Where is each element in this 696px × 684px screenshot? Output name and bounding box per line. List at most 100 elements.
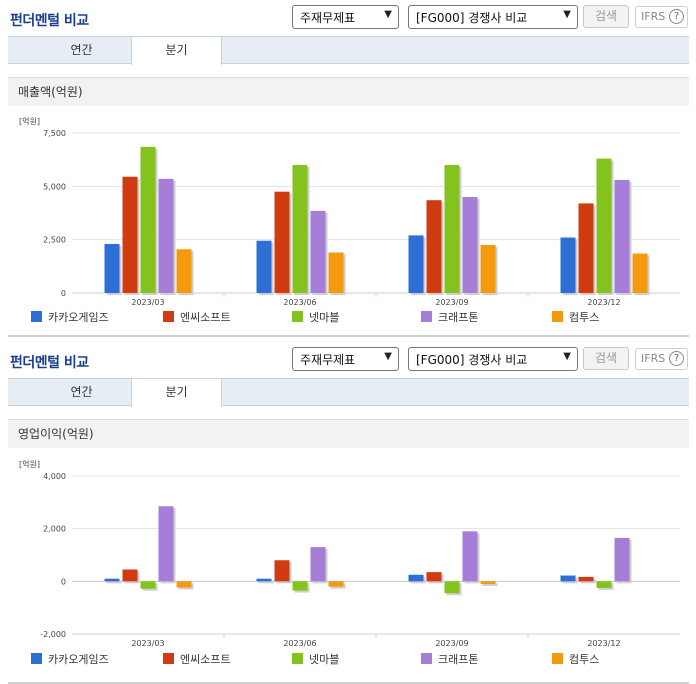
tab-annual[interactable]: 연간: [70, 385, 93, 399]
bar: [274, 560, 290, 582]
x-tick-label: 2023/06: [283, 298, 316, 307]
peer-group-select[interactable]: [FG000] 경쟁사 비교 ▼: [408, 5, 578, 29]
panel-title: 펀더멘털 비교: [10, 355, 89, 371]
chevron-down-icon: ▼: [563, 351, 571, 362]
legend-label: 컴투스: [569, 653, 599, 666]
chevron-down-icon: ▼: [563, 9, 571, 20]
bar: [614, 179, 630, 293]
chevron-down-icon: ▼: [384, 9, 392, 20]
period-tabs: 연간 분기: [8, 378, 689, 407]
statement-type-value: 주재무제표: [300, 11, 356, 25]
bar: [462, 197, 478, 293]
legend-label: 카카오게임즈: [48, 311, 109, 324]
panel-header: 펀더멘털 비교 주재무제표 ▼ [FG000] 경쟁사 비교 ▼ 검색 IFRS…: [0, 0, 696, 34]
legend-swatch: [292, 653, 303, 664]
tab-quarterly[interactable]: 분기: [131, 37, 222, 65]
operating-profit-panel: 펀더멘털 비교 주재무제표 ▼ [FG000] 경쟁사 비교 ▼ 검색 IFRS…: [0, 342, 696, 684]
bar: [578, 576, 594, 582]
legend-swatch: [163, 311, 174, 322]
y-tick-label: 4,000: [43, 472, 66, 481]
legend-swatch: [421, 311, 432, 322]
legend-label: 컴투스: [569, 311, 599, 324]
x-tick-label: 2023/03: [131, 298, 164, 307]
x-tick-label: 2023/03: [131, 639, 164, 648]
metric-title: 매출액(억원): [8, 77, 689, 106]
revenue-panel: 펀더멘털 비교 주재무제표 ▼ [FG000] 경쟁사 비교 ▼ 검색 IFRS…: [0, 0, 696, 337]
y-tick-label: -2,000: [40, 630, 66, 639]
bar: [140, 146, 156, 293]
y-tick-label: 5,000: [43, 182, 66, 191]
unit-label: [억원]: [19, 116, 40, 126]
bar: [310, 210, 326, 293]
bar: [408, 574, 424, 582]
ifrs-help-button[interactable]: IFRS ?: [635, 348, 688, 370]
legend-label: 엔씨소프트: [180, 311, 231, 324]
bar: [426, 572, 442, 582]
panel-title: 펀더멘털 비교: [10, 13, 89, 29]
tab-quarterly[interactable]: 분기: [131, 379, 222, 407]
help-icon: ?: [669, 351, 684, 366]
peer-group-value: [FG000] 경쟁사 비교: [416, 11, 528, 25]
search-button[interactable]: 검색: [583, 347, 629, 370]
bar: [104, 243, 120, 293]
legend-swatch: [31, 653, 42, 664]
legend-label: 넷마블: [309, 653, 339, 666]
ifrs-label: IFRS: [641, 10, 666, 23]
bar: [462, 531, 478, 582]
statement-type-value: 주재무제표: [300, 353, 356, 367]
bar: [158, 506, 174, 582]
peer-group-value: [FG000] 경쟁사 비교: [416, 353, 528, 367]
legend-label: 크래프톤: [438, 653, 478, 666]
legend-swatch: [163, 653, 174, 664]
divider: [8, 682, 689, 684]
x-tick-label: 2023/09: [435, 639, 468, 648]
bar: [176, 581, 192, 588]
search-button[interactable]: 검색: [583, 5, 629, 28]
bar-shadow: [258, 580, 274, 584]
ifrs-help-button[interactable]: IFRS ?: [635, 6, 688, 28]
bar: [140, 581, 156, 589]
bar: [328, 252, 344, 293]
bar: [104, 578, 120, 582]
bar: [444, 165, 460, 293]
bar: [328, 581, 344, 587]
bar: [444, 581, 460, 594]
legend-swatch: [31, 311, 42, 322]
bar: [560, 237, 576, 293]
period-tabs: 연간 분기: [8, 36, 689, 65]
chevron-down-icon: ▼: [384, 351, 392, 362]
legend-swatch: [552, 653, 563, 664]
y-tick-label: 0: [61, 289, 66, 298]
help-icon: ?: [669, 9, 684, 24]
statement-type-select[interactable]: 주재무제표 ▼: [292, 347, 399, 371]
y-tick-label: 2,000: [43, 525, 66, 534]
bar: [632, 253, 648, 293]
legend-label: 엔씨소프트: [180, 653, 231, 666]
legend-label: 크래프톤: [438, 311, 478, 324]
tab-annual[interactable]: 연간: [70, 43, 93, 57]
bar: [158, 178, 174, 293]
statement-type-select[interactable]: 주재무제표 ▼: [292, 5, 399, 29]
bar: [426, 200, 442, 293]
legend-label: 넷마블: [309, 311, 339, 324]
bar: [292, 581, 308, 591]
bar: [176, 249, 192, 293]
operating-profit-bar-chart: [억원] -2,000 0 2,000 4,000 2023/03 2023/06 2023/…: [19, 459, 680, 666]
peer-group-select[interactable]: [FG000] 경쟁사 비교 ▼: [408, 347, 578, 371]
x-tick-label: 2023/12: [587, 639, 620, 648]
legend-swatch: [421, 653, 432, 664]
x-tick-label: 2023/09: [435, 298, 468, 307]
bar: [256, 578, 272, 582]
bar-shadow: [482, 583, 498, 586]
legend-swatch: [292, 311, 303, 322]
x-tick-label: 2023/12: [587, 298, 620, 307]
bar: [578, 203, 594, 293]
bar: [408, 235, 424, 293]
panel-header: 펀더멘털 비교 주재무제표 ▼ [FG000] 경쟁사 비교 ▼ 검색 IFRS…: [0, 342, 696, 376]
legend-label: 카카오게임즈: [48, 653, 109, 666]
y-tick-label: 7,500: [43, 129, 66, 138]
ifrs-label: IFRS: [641, 352, 666, 365]
bar: [122, 176, 138, 293]
divider: [8, 335, 689, 337]
legend-swatch: [552, 311, 563, 322]
